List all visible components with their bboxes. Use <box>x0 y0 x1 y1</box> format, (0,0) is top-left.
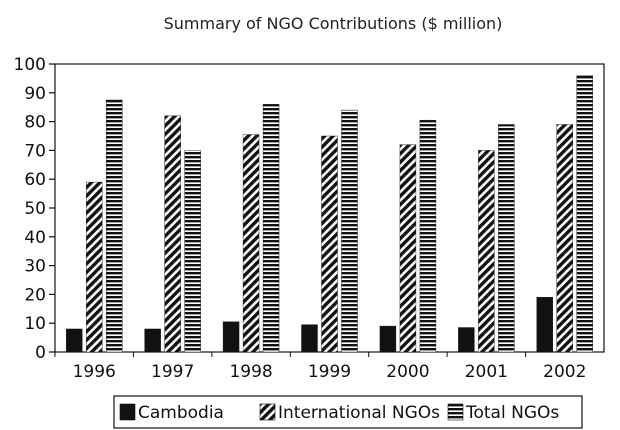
bar-international-ngos-1998 <box>242 134 260 353</box>
bar-international-ngos-1999 <box>321 135 338 353</box>
bar-international-ngos-2000 <box>399 144 417 353</box>
x-tick-label: 1997 <box>151 362 194 382</box>
bar-total-ngos-1998 <box>262 104 280 353</box>
bar-international-ngos-2002 <box>556 124 573 353</box>
bar-cambodia-1999 <box>301 324 318 353</box>
bar-cambodia-2000 <box>379 325 397 353</box>
y-tick-label: 60 <box>24 170 46 190</box>
x-tick-label: 1999 <box>308 362 351 382</box>
bar-total-ngos-2000 <box>419 119 437 353</box>
legend-label: Total NGOs <box>465 403 559 423</box>
bar-cambodia-2002 <box>536 297 553 353</box>
x-tick-label: 1996 <box>73 362 116 382</box>
x-tick-label: 2001 <box>465 362 508 382</box>
y-tick-label: 40 <box>24 228 46 248</box>
y-tick-label: 50 <box>24 199 46 219</box>
y-tick-label: 100 <box>14 55 46 75</box>
legend-swatch <box>259 403 276 421</box>
legend-label: Cambodia <box>138 403 224 423</box>
x-tick-label: 2000 <box>386 362 429 382</box>
y-tick-label: 90 <box>24 84 46 104</box>
bar-cambodia-2001 <box>458 327 475 353</box>
x-tick-label: 1998 <box>229 362 272 382</box>
y-tick-label: 70 <box>24 141 46 161</box>
bar-cambodia-1997 <box>144 328 161 353</box>
bar-total-ngos-1999 <box>341 109 358 353</box>
axes: 0 10 20 30 40 50 60 70 80 90 100 1996 1997 1998 1999 20… <box>14 55 605 382</box>
legend-swatch <box>447 403 464 421</box>
bar-cambodia-1996 <box>66 328 83 353</box>
bar-total-ngos-1997 <box>184 150 201 353</box>
legend: Cambodia International NGOs Total NGOs <box>113 395 583 429</box>
y-tick-label: 10 <box>24 314 46 334</box>
chart-title: Summary of NGO Contributions ($ million) <box>164 14 503 33</box>
bar-total-ngos-2001 <box>498 124 515 353</box>
bar-total-ngos-2002 <box>576 75 593 353</box>
bar-total-ngos-1996 <box>106 99 123 353</box>
bar-international-ngos-1997 <box>164 115 181 353</box>
legend-swatch <box>119 403 136 421</box>
y-tick-label: 80 <box>24 113 46 133</box>
y-tick-label: 0 <box>35 343 46 363</box>
x-tick-label: 2002 <box>543 362 586 382</box>
legend-label: International NGOs <box>278 403 440 423</box>
bars <box>66 75 593 353</box>
y-tick-label: 30 <box>24 257 46 277</box>
legend-box <box>113 395 583 429</box>
y-tick-label: 20 <box>24 285 46 305</box>
bar-international-ngos-2001 <box>478 150 495 353</box>
bar-cambodia-1998 <box>222 321 240 353</box>
bar-international-ngos-1996 <box>86 181 103 353</box>
